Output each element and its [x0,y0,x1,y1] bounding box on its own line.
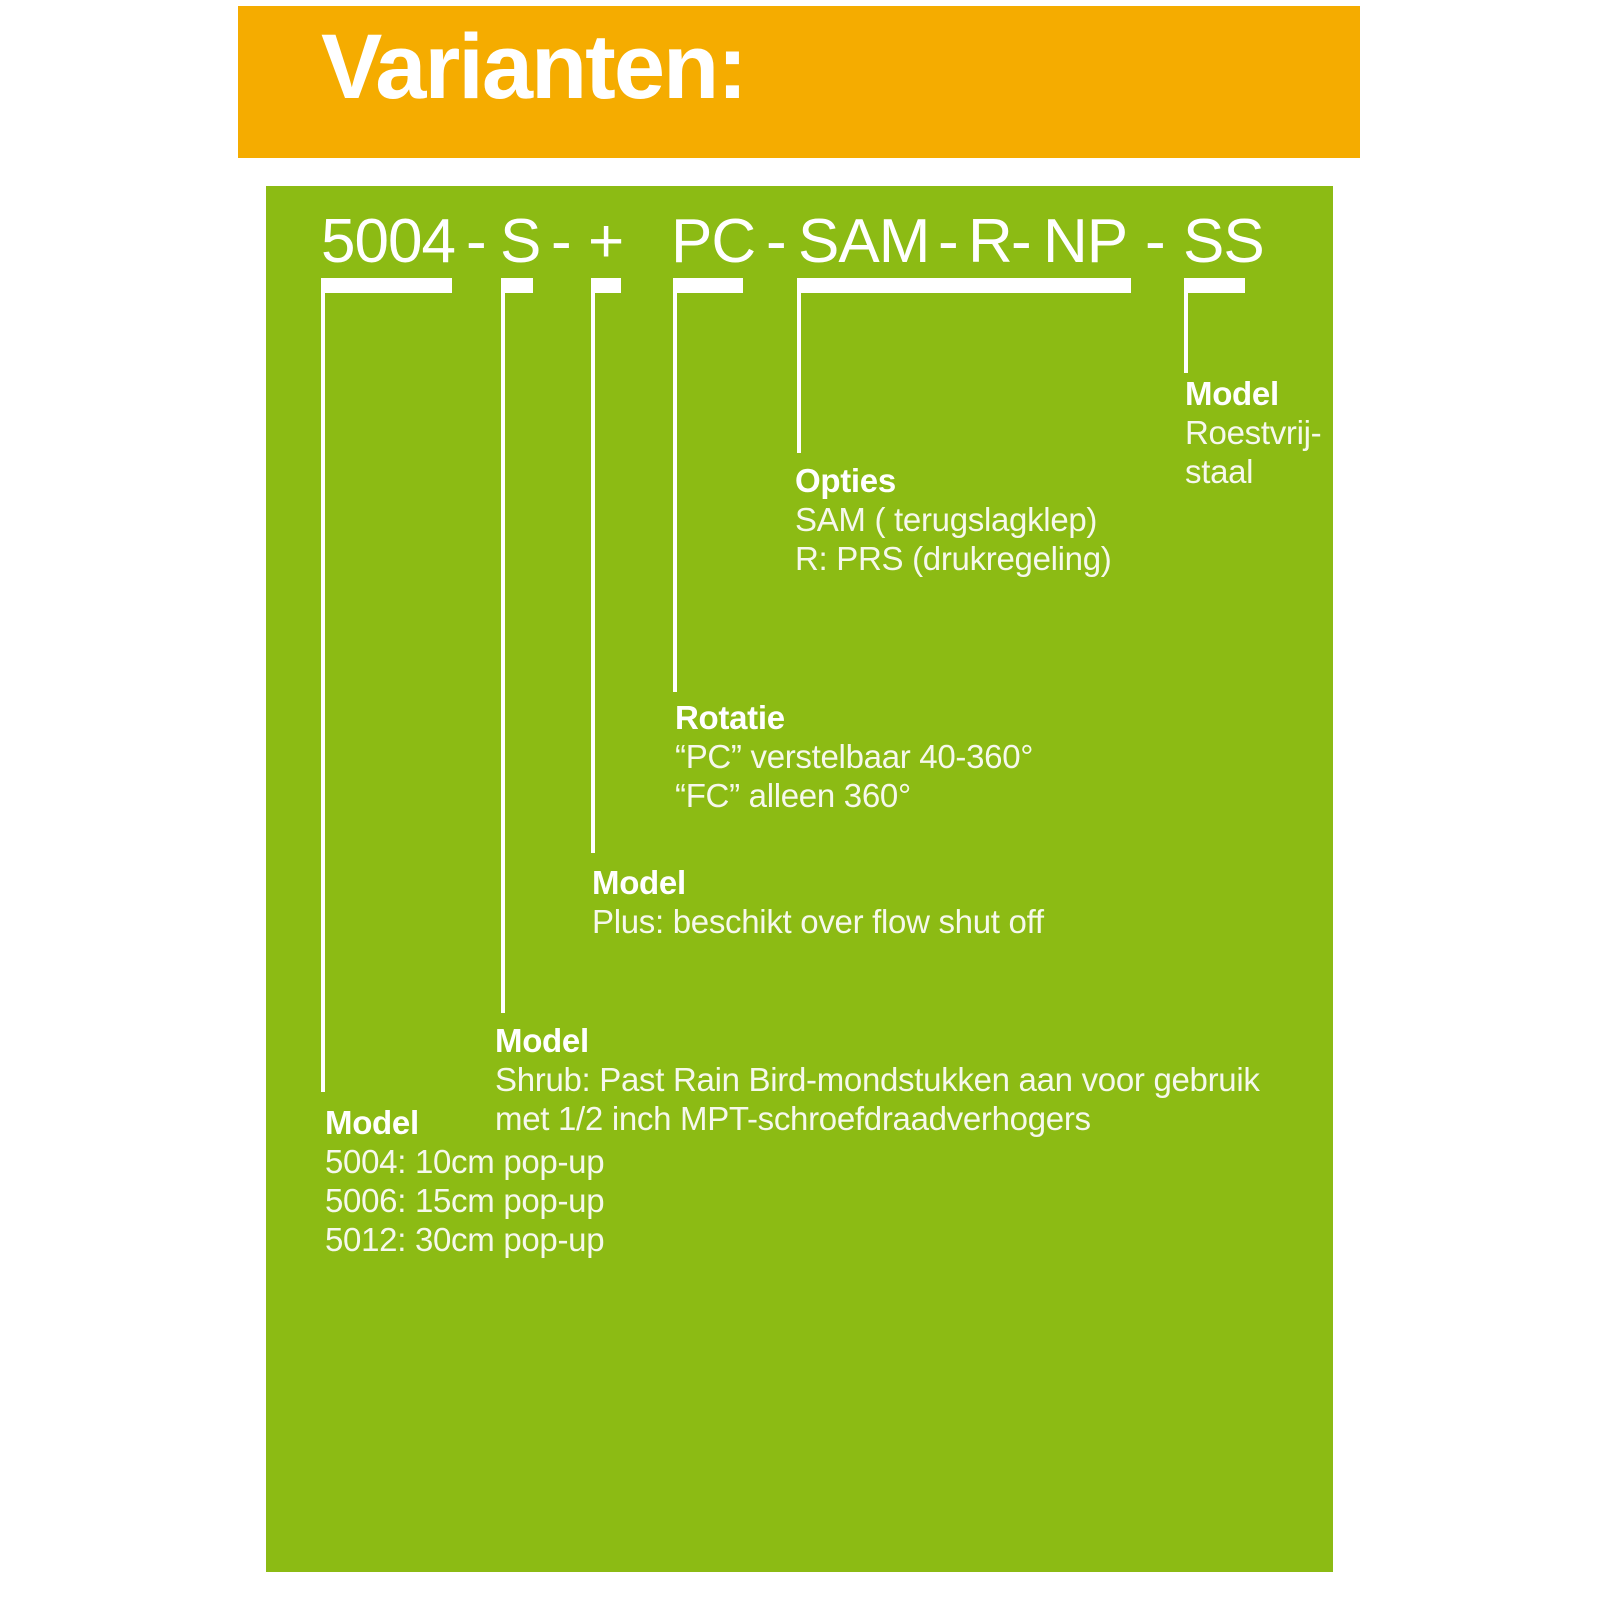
annotation-line-plus-0: Plus: beschikt over flow shut off [592,903,1044,940]
annotation-heading-sam-r-np: Opties [795,462,896,499]
annotation-line-s-0: Shrub: Past Rain Bird-mondstukken aan vo… [495,1061,1260,1098]
code-token-11-np: NP [1043,207,1128,276]
code-token-2-s: S [500,207,541,276]
code-token-7-sam: SAM [798,207,930,276]
annotation-block-sam-r-np: Opties SAM ( terugslagklep) R: PRS (drukre… [795,461,1112,578]
code-token-5-pc: PC [671,207,756,276]
annotation-block-ss: Model Roestvrij-staal [1185,374,1322,491]
annotation-block-pc: Rotatie “PC” verstelbaar 40-360° “FC” alle… [675,698,1033,815]
code-token-6-dash: - [766,207,787,276]
connector-line-sam-r-np [797,293,801,453]
code-underline-s [501,278,533,293]
annotation-heading-s: Model [495,1022,589,1059]
annotation-block-plus: Model Plus: beschikt over flow shut off [592,863,1044,941]
code-underline-plus [591,278,621,293]
annotation-block-s: Model Shrub: Past Rain Bird-mondstukken a… [495,1021,1260,1138]
code-underline-pc [673,278,743,293]
code-token-13-ss: SS [1183,207,1265,276]
connector-line-5004 [321,293,325,1092]
annotation-line-pc-0: “PC” verstelbaar 40-360° [675,738,1034,775]
annotation-line-pc-1: “FC” alleen 360° [675,777,911,814]
annotation-line-5004-1: 5006: 15cm pop-up [325,1182,605,1219]
code-token-8-dash: - [938,207,959,276]
annotation-line-5004-0: 5004: 10cm pop-up [325,1143,605,1180]
connector-line-ss [1184,293,1188,373]
code-underline-sam-r-np [797,278,1131,293]
code-token-3-dash: - [551,207,572,276]
code-token-10-dash: - [1011,207,1032,276]
annotation-line-sam-r-np-1: R: PRS (drukregeling) [795,540,1112,577]
connector-line-s [501,293,505,1013]
code-token-4-plus: + [588,207,624,276]
code-underline-ss [1184,278,1245,293]
variants-panel: 5004- S - + PC - SAM - R - NP - SS Model Roestvrij-st… [266,186,1333,1572]
header-banner: Varianten: [238,6,1360,158]
page-title: Varianten: [321,16,748,118]
code-token-1-dash: - [466,207,487,276]
annotation-line-sam-r-np-0: SAM ( terugslagklep) [795,501,1098,538]
annotation-heading-pc: Rotatie [675,699,785,736]
annotation-heading-5004: Model [325,1104,419,1141]
connector-line-pc [673,293,677,692]
annotation-line-s-1: met 1/2 inch MPT-schroefdraadverhogers [495,1100,1091,1137]
code-token-0-5004: 5004 [321,207,456,276]
connector-line-plus [591,293,595,853]
annotation-line-ss-1: staal [1185,453,1254,490]
code-underline-5004 [321,278,452,293]
annotation-heading-ss: Model [1185,375,1279,412]
annotation-block-5004: Model 5004: 10cm pop-up 5006: 15cm pop-up 5… [325,1103,605,1259]
code-token-9-r: R [968,207,1013,276]
annotation-line-5004-2: 5012: 30cm pop-up [325,1221,605,1258]
code-token-12-dash: - [1145,207,1166,276]
annotation-line-ss-0: Roestvrij- [1185,414,1322,451]
annotation-heading-plus: Model [592,864,686,901]
